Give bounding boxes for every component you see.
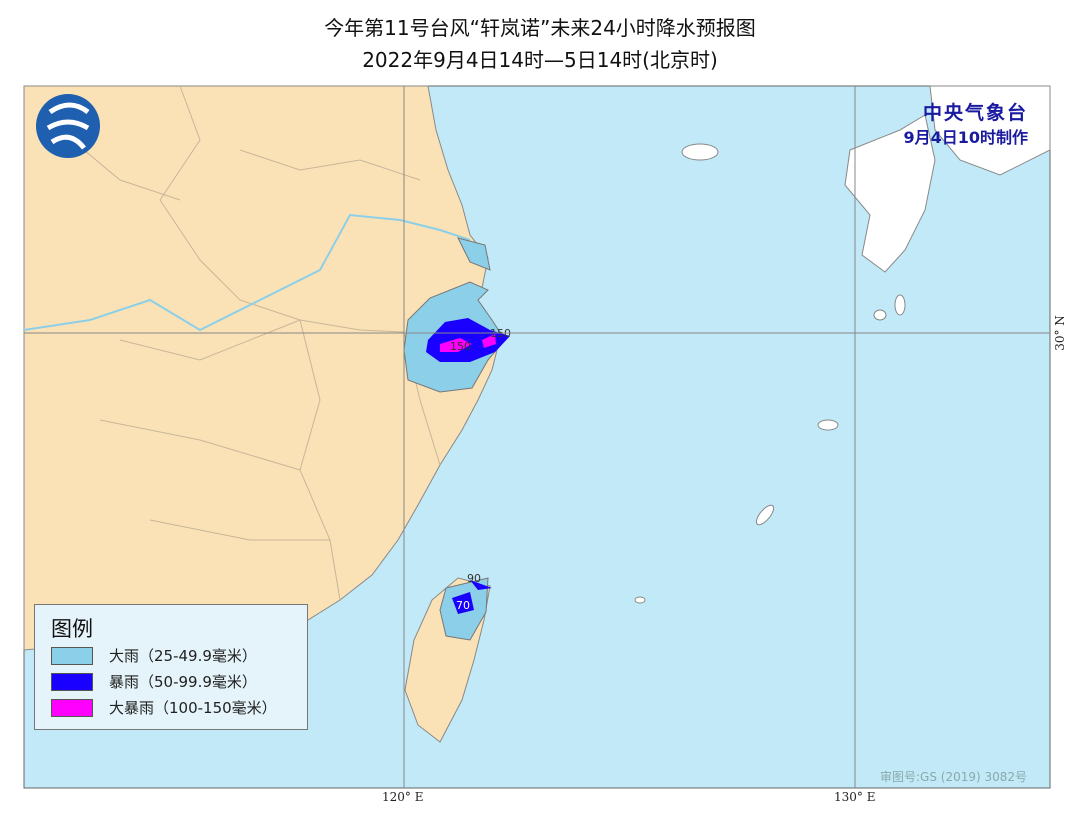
severe-rainstorm-area — [440, 334, 496, 352]
lon-label-130: 130° E — [834, 790, 876, 804]
heavy-rain-area-north — [457, 237, 491, 271]
province-borders — [59, 85, 441, 601]
rainstorm-area-taiwan — [452, 580, 492, 614]
legend-item-severe-rainstorm: 大暴雨（100-150毫米） — [51, 697, 277, 718]
contour-label: 150 — [450, 340, 471, 353]
legend-swatch — [51, 698, 93, 717]
issue-time: 9月4日10时制作 — [903, 128, 1028, 147]
legend-swatch — [51, 646, 93, 665]
legend: 图例 大雨（25-49.9毫米） 暴雨（50-99.9毫米） 大暴雨（100-1… — [34, 604, 308, 730]
issuer-name: 中央气象台 — [922, 102, 1028, 124]
lon-label-120: 120° E — [382, 790, 424, 804]
map-approval-number: 审图号:GS (2019) 3082号 — [880, 770, 1028, 784]
contour-label: 70 — [456, 599, 470, 612]
ryukyu-islands — [634, 294, 906, 604]
cma-logo — [36, 94, 100, 158]
mainland — [23, 85, 501, 651]
honshu — [929, 85, 1051, 176]
legend-label: 大暴雨（100-150毫米） — [109, 699, 277, 717]
legend-label: 暴雨（50-99.9毫米） — [109, 673, 257, 691]
legend-label: 大雨（25-49.9毫米） — [109, 647, 257, 665]
lat-label-30: 30° N — [1052, 315, 1067, 351]
legend-title: 图例 — [51, 617, 93, 641]
contour-label: 90 — [467, 572, 481, 585]
map-title: 今年第11号台风“轩岚诺”未来24小时降水预报图 — [324, 16, 756, 40]
yangtze-river — [23, 213, 471, 332]
legend-item-heavy-rain: 大雨（25-49.9毫米） — [51, 645, 257, 666]
jeju-island — [681, 143, 719, 161]
kyushu — [844, 114, 936, 273]
legend-swatch — [51, 672, 93, 691]
map-subtitle: 2022年9月4日14时—5日14时(北京时) — [362, 48, 718, 72]
legend-item-rainstorm: 暴雨（50-99.9毫米） — [51, 671, 257, 692]
